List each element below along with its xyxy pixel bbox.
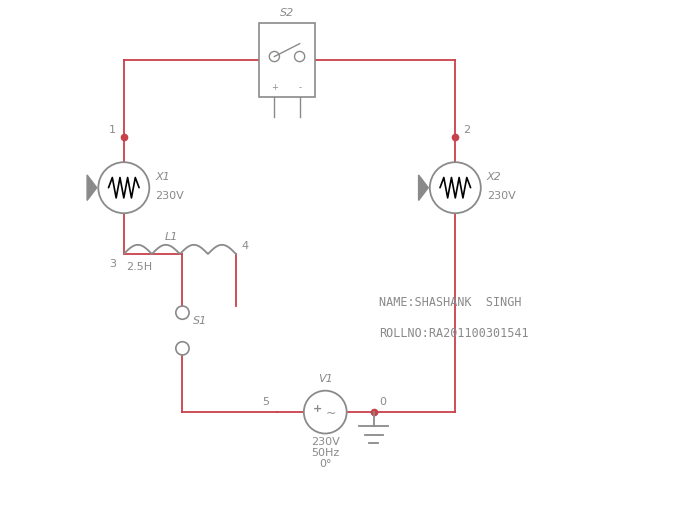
Text: ROLLNO:RA201100301541: ROLLNO:RA201100301541 bbox=[379, 326, 529, 339]
Text: +: + bbox=[313, 403, 322, 413]
Circle shape bbox=[430, 163, 481, 214]
Circle shape bbox=[304, 391, 347, 434]
Text: 5: 5 bbox=[262, 396, 269, 406]
Text: 3: 3 bbox=[109, 259, 116, 269]
Text: ~: ~ bbox=[326, 406, 337, 419]
Polygon shape bbox=[87, 176, 97, 201]
Text: 0°: 0° bbox=[319, 458, 331, 468]
Text: 50Hz: 50Hz bbox=[311, 447, 339, 457]
Text: NAME:SHASHANK  SINGH: NAME:SHASHANK SINGH bbox=[379, 295, 521, 308]
Bar bbox=[259, 24, 315, 98]
Circle shape bbox=[98, 163, 149, 214]
Text: X2: X2 bbox=[487, 171, 502, 181]
Text: X1: X1 bbox=[155, 171, 170, 181]
Text: 230V: 230V bbox=[487, 190, 516, 201]
Text: 0: 0 bbox=[379, 396, 386, 406]
Text: V1: V1 bbox=[318, 374, 333, 384]
Text: 4: 4 bbox=[241, 240, 248, 250]
Text: 2: 2 bbox=[463, 125, 470, 135]
Text: 2.5H: 2.5H bbox=[126, 262, 153, 272]
Polygon shape bbox=[418, 176, 429, 201]
Text: S2: S2 bbox=[280, 8, 294, 18]
Text: 230V: 230V bbox=[155, 190, 184, 201]
Text: L1: L1 bbox=[164, 231, 178, 241]
Text: +: + bbox=[271, 82, 278, 92]
Text: 1: 1 bbox=[109, 125, 116, 135]
Text: S1: S1 bbox=[193, 315, 207, 325]
Text: -: - bbox=[298, 82, 301, 92]
Text: 230V: 230V bbox=[311, 436, 339, 446]
